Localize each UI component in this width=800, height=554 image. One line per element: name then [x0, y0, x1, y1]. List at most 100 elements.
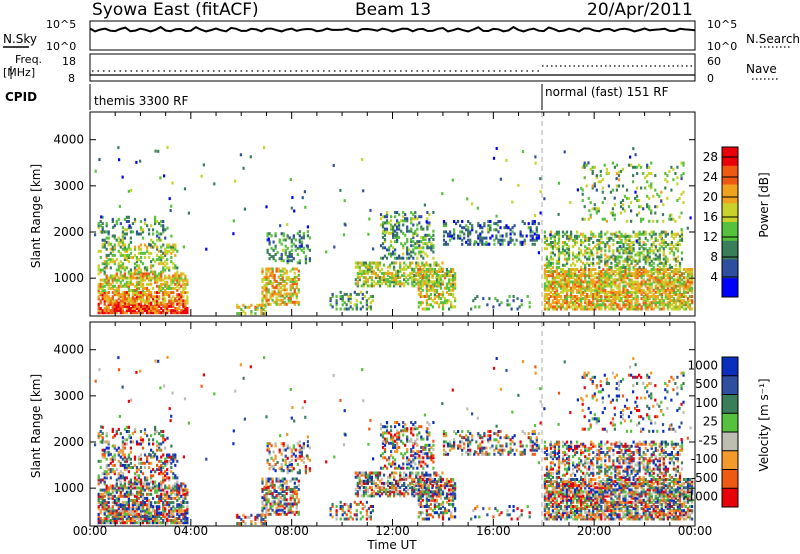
heatmap-cell	[549, 257, 552, 261]
heatmap-cell	[427, 307, 430, 311]
heatmap-cell	[600, 290, 603, 294]
heatmap-cell	[545, 307, 548, 311]
heatmap-cell	[604, 253, 607, 257]
heatmap-cell	[121, 486, 124, 490]
heatmap-cell	[115, 484, 118, 488]
heatmap-cell	[141, 488, 145, 492]
heatmap-cell	[139, 293, 143, 297]
heatmap-cell	[291, 196, 294, 199]
heatmap-cell	[576, 305, 579, 309]
heatmap-cell	[590, 274, 593, 278]
heatmap-cell	[139, 484, 143, 488]
heatmap-cell	[364, 263, 367, 267]
heatmap-cell	[618, 261, 621, 265]
heatmap-cell	[418, 250, 421, 254]
heatmap-cell	[481, 226, 484, 230]
heatmap-cell	[658, 301, 661, 305]
heatmap-cell	[650, 290, 653, 294]
heatmap-cell	[658, 255, 661, 259]
heatmap-cell	[150, 517, 153, 520]
heatmap-cell	[612, 292, 615, 296]
heatmap-cell	[115, 291, 118, 295]
heatmap-cell	[385, 221, 389, 225]
heatmap-cell	[158, 511, 161, 515]
heatmap-cell	[674, 301, 677, 305]
heatmap-cell	[277, 290, 280, 294]
heatmap-cell	[450, 288, 453, 292]
heatmap-cell	[164, 253, 167, 257]
heatmap-cell	[463, 232, 466, 236]
heatmap-cell	[630, 303, 633, 307]
heatmap-cell	[662, 219, 665, 223]
heatmap-cell	[139, 232, 143, 236]
heatmap-cell	[297, 277, 300, 281]
heatmap-cell	[135, 521, 139, 525]
heatmap-cell	[356, 276, 359, 280]
heatmap-cell	[607, 172, 610, 175]
heatmap-cell	[624, 234, 627, 238]
heatmap-cell	[397, 271, 400, 275]
heatmap-cell	[559, 270, 563, 274]
heatmap-cell	[626, 263, 629, 267]
heatmap-cell	[433, 301, 436, 305]
heatmap-cell	[186, 492, 189, 496]
heatmap-cell	[148, 297, 151, 301]
heatmap-cell	[676, 305, 679, 309]
heatmap-cell	[133, 514, 137, 518]
heatmap-cell	[533, 214, 537, 218]
heatmap-cell	[421, 295, 424, 298]
heatmap-cell	[121, 232, 124, 236]
heatmap-cell	[592, 241, 595, 244]
heatmap-cell	[602, 299, 605, 303]
heatmap-cell	[569, 201, 572, 204]
heatmap-cell	[103, 494, 106, 498]
heatmap-cell	[111, 459, 114, 463]
heatmap-cell	[392, 252, 395, 256]
heatmap-cell	[174, 488, 177, 492]
heatmap-cell	[545, 261, 548, 265]
heatmap-cell	[598, 245, 601, 249]
heatmap-cell	[97, 499, 100, 502]
heatmap-cell	[600, 303, 603, 307]
heatmap-cell	[424, 238, 427, 241]
heatmap-cell	[610, 280, 613, 284]
heatmap-cell	[232, 232, 235, 236]
heatmap-cell	[428, 223, 431, 227]
heatmap-cell	[164, 490, 167, 494]
heatmap-cell	[555, 295, 558, 298]
heatmap-cell	[433, 261, 436, 265]
heatmap-cell	[182, 505, 185, 509]
heatmap-cell	[642, 299, 645, 303]
heatmap-cell	[421, 280, 424, 284]
heatmap-cell	[443, 299, 447, 303]
heatmap-cell	[139, 311, 143, 315]
heatmap-cell	[362, 261, 365, 265]
heatmap-cell	[152, 482, 155, 486]
heatmap-cell	[139, 226, 143, 230]
heatmap-cell	[555, 232, 558, 236]
heatmap-cell	[154, 304, 157, 308]
heatmap-cell	[586, 284, 589, 288]
heatmap-cell	[367, 232, 370, 236]
heatmap-cell	[382, 274, 386, 277]
heatmap-cell	[592, 232, 595, 236]
heatmap-cell	[648, 297, 651, 301]
heatmap-cell	[412, 213, 415, 217]
heatmap-cell	[176, 492, 179, 496]
heatmap-cell	[123, 486, 126, 490]
heatmap-cell	[103, 266, 106, 270]
heatmap-cell	[567, 303, 571, 307]
heatmap-cell	[598, 270, 601, 274]
heatmap-cell	[461, 230, 464, 234]
heatmap-cell	[119, 470, 122, 474]
heatmap-cell	[416, 240, 419, 244]
heatmap-cell	[180, 309, 183, 313]
heatmap-cell	[684, 276, 688, 280]
heatmap-cell	[628, 238, 631, 242]
heatmap-cell	[420, 215, 423, 219]
heatmap-cell	[616, 292, 619, 296]
heatmap-cell	[567, 248, 570, 251]
heatmap-cell	[479, 234, 482, 238]
heatmap-cell	[660, 272, 663, 276]
heatmap-cell	[170, 301, 173, 305]
